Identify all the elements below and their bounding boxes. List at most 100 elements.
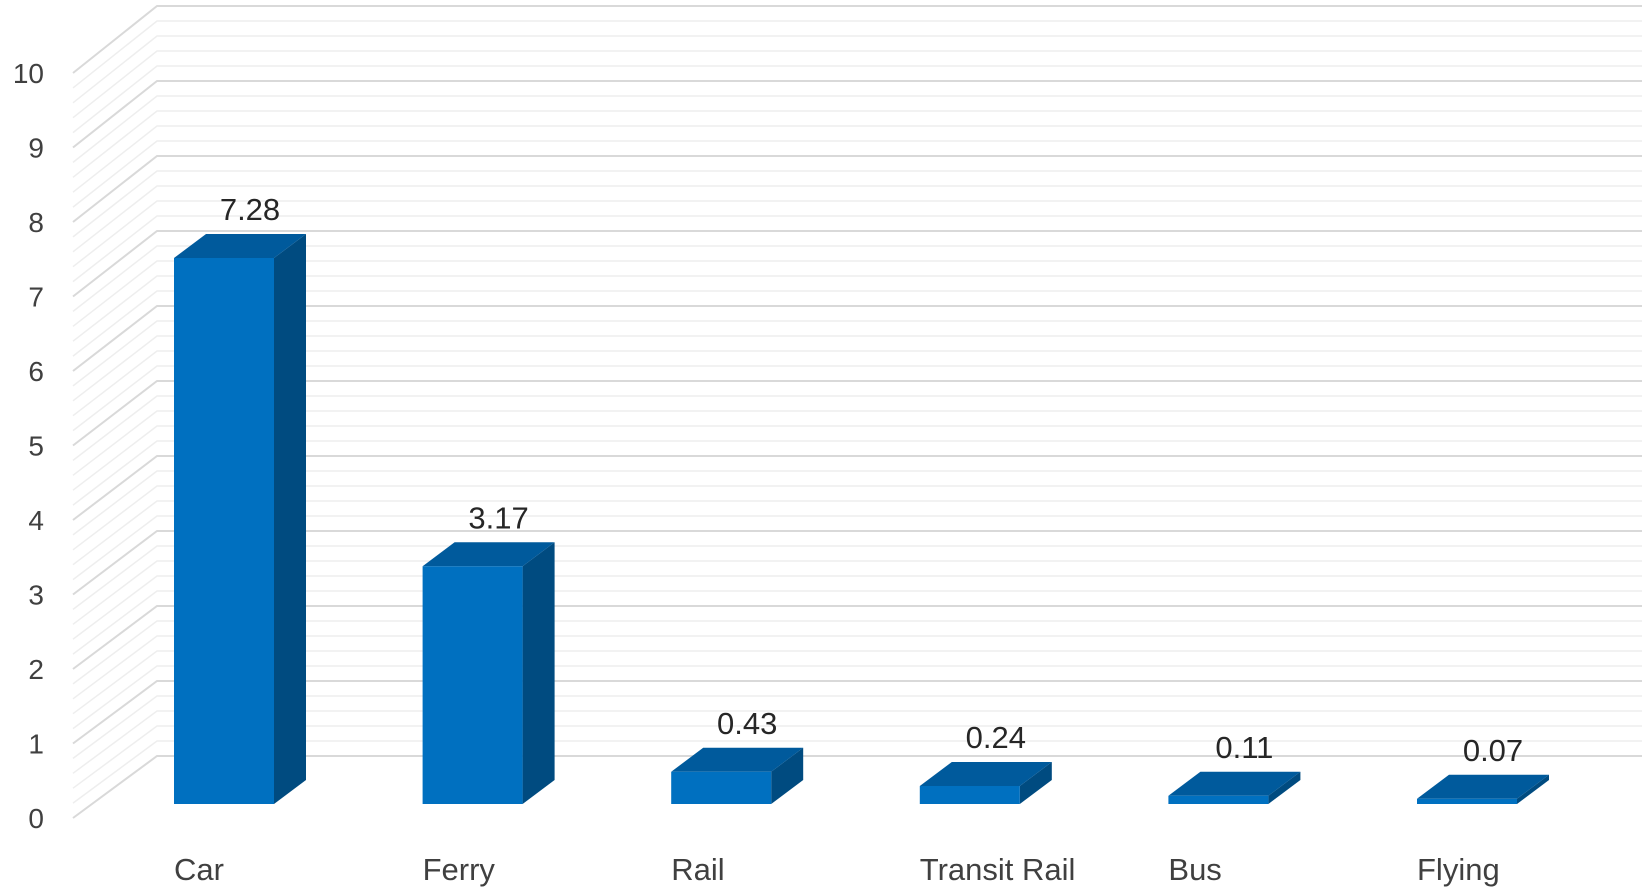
category-label: Transit Rail xyxy=(920,852,1076,887)
major-grid-line xyxy=(72,455,1642,521)
minor-grid-line xyxy=(72,365,1642,432)
y-axis-tick-labels: 0 1 2 3 4 5 6 7 8 9 10 xyxy=(13,58,44,834)
minor-grid-line xyxy=(72,590,1642,655)
y-tick-label: 7 xyxy=(28,282,44,313)
minor-grid-line xyxy=(72,500,1642,566)
major-grid-line xyxy=(72,755,1642,819)
bar-front-face xyxy=(671,771,772,804)
major-grid-line xyxy=(72,605,1642,670)
bar-side-face xyxy=(274,234,306,804)
grid-lines xyxy=(72,5,1642,819)
bar-side-face xyxy=(522,542,555,804)
minor-grid-line xyxy=(72,425,1642,491)
minor-grid-line xyxy=(72,560,1642,625)
bar-top-face xyxy=(422,542,555,567)
minor-grid-line xyxy=(72,635,1642,700)
major-grid-line xyxy=(72,230,1642,298)
bar-front-face xyxy=(919,786,1020,804)
bar xyxy=(174,234,306,804)
minor-grid-line xyxy=(72,275,1642,342)
major-grid-line xyxy=(72,680,1642,745)
y-tick-label: 0 xyxy=(28,803,44,834)
y-tick-label: 1 xyxy=(28,729,44,760)
minor-grid-line xyxy=(72,260,1642,327)
minor-grid-line xyxy=(72,200,1642,268)
minor-grid-line xyxy=(72,110,1642,178)
minor-grid-line xyxy=(72,20,1642,89)
minor-grid-line xyxy=(72,665,1642,730)
bar-front-face xyxy=(422,566,523,804)
major-grid-line xyxy=(72,80,1642,149)
bar-top-face xyxy=(174,234,306,258)
bar-top-face xyxy=(1417,774,1549,799)
category-label: Flying xyxy=(1417,852,1500,887)
minor-grid-line xyxy=(72,290,1642,357)
minor-grid-line xyxy=(72,335,1642,402)
minor-grid-line xyxy=(72,95,1642,163)
category-label: Bus xyxy=(1168,852,1221,887)
bar xyxy=(422,542,555,804)
minor-grid-line xyxy=(72,395,1642,461)
category-labels: Car Ferry Rail Transit Rail Bus Flying xyxy=(174,852,1500,887)
y-tick-label: 2 xyxy=(28,654,44,685)
y-tick-label: 6 xyxy=(28,356,44,387)
major-grid-line xyxy=(72,5,1642,74)
bar xyxy=(1168,771,1301,804)
bar xyxy=(919,762,1052,804)
bar-top-face xyxy=(1168,771,1301,796)
minor-grid-line xyxy=(72,410,1642,476)
category-label: Rail xyxy=(671,852,724,887)
y-tick-label: 3 xyxy=(28,580,44,611)
minor-grid-line xyxy=(72,125,1642,193)
bar-front-face xyxy=(1417,798,1517,804)
data-label: 0.11 xyxy=(1215,730,1273,765)
y-tick-label: 10 xyxy=(13,58,44,89)
minor-grid-line xyxy=(72,515,1642,581)
minor-grid-line xyxy=(72,470,1642,536)
bar-side-face xyxy=(1517,774,1549,804)
major-grid-line xyxy=(72,380,1642,447)
minor-grid-line xyxy=(72,620,1642,685)
minor-grid-line xyxy=(72,650,1642,715)
data-label: 0.43 xyxy=(717,706,777,741)
minor-grid-line xyxy=(72,350,1642,417)
data-label: 3.17 xyxy=(468,500,528,535)
data-label: 7.28 xyxy=(220,192,280,227)
minor-grid-line xyxy=(72,50,1642,119)
minor-grid-line xyxy=(72,320,1642,387)
data-label: 0.24 xyxy=(966,720,1026,755)
minor-grid-line xyxy=(72,215,1642,283)
minor-grid-line xyxy=(72,245,1642,312)
bar-top-face xyxy=(671,747,804,772)
bar xyxy=(1417,774,1549,804)
minor-grid-line xyxy=(72,740,1642,804)
minor-grid-line xyxy=(72,725,1642,789)
minor-grid-line xyxy=(72,65,1642,134)
major-grid-line xyxy=(72,305,1642,372)
bars xyxy=(174,234,1549,804)
minor-grid-line xyxy=(72,695,1642,760)
bar-side-face xyxy=(1019,762,1052,804)
y-tick-label: 4 xyxy=(28,505,44,536)
minor-grid-line xyxy=(72,170,1642,238)
minor-grid-line xyxy=(72,185,1642,253)
major-grid-line xyxy=(72,530,1642,596)
y-tick-label: 5 xyxy=(28,431,44,462)
bar-side-face xyxy=(771,747,804,804)
data-labels: 7.28 3.17 0.43 0.24 0.11 0.07 xyxy=(220,192,1523,768)
bar xyxy=(671,747,804,804)
y-tick-label: 8 xyxy=(28,207,44,238)
category-label: Car xyxy=(174,852,224,887)
bar-side-face xyxy=(1268,771,1301,804)
minor-grid-line xyxy=(72,545,1642,610)
major-grid-line xyxy=(72,155,1642,223)
bar-front-face xyxy=(174,258,274,804)
minor-grid-line xyxy=(72,35,1642,104)
y-tick-label: 9 xyxy=(28,133,44,164)
minor-grid-line xyxy=(72,485,1642,551)
bar-top-face xyxy=(919,762,1052,786)
bar-front-face xyxy=(1168,795,1269,804)
minor-grid-line xyxy=(72,440,1642,506)
data-label: 0.07 xyxy=(1463,733,1523,768)
minor-grid-line xyxy=(72,140,1642,208)
